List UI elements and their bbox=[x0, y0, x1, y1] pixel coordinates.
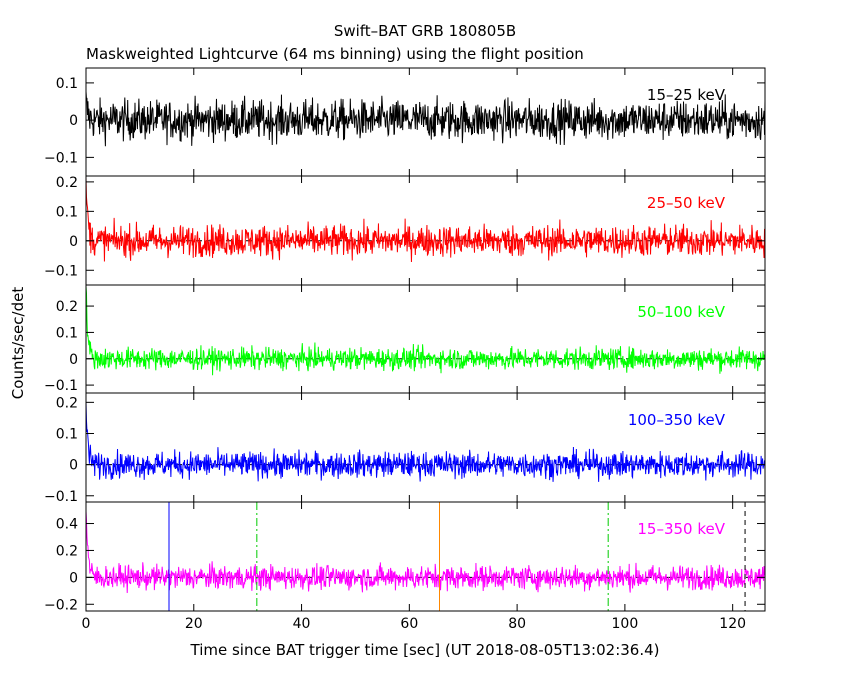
x-tick-label: 60 bbox=[400, 616, 418, 632]
x-tick-labels: 0 20 40 60 80 100 120 bbox=[82, 616, 746, 632]
band-label: 25–50 keV bbox=[647, 194, 726, 212]
panel-5: −0.2 0 0.2 0.4 15–350 keV bbox=[44, 501, 766, 613]
band-label: 100–350 keV bbox=[628, 411, 726, 429]
band-label: 50–100 keV bbox=[637, 303, 725, 321]
y-tick-label: 0.2 bbox=[56, 299, 78, 315]
y-tick-label: 0 bbox=[69, 352, 78, 368]
chart-panels: −0.100.115–25 keV−0.100.10.225–50 keV−0.… bbox=[44, 67, 766, 613]
x-axis-label: Time since BAT trigger time [sec] (UT 20… bbox=[190, 641, 660, 659]
y-tick-label: 0.2 bbox=[56, 543, 78, 559]
x-tick-label: 0 bbox=[82, 616, 91, 632]
y-tick-label: 0 bbox=[69, 458, 78, 474]
series-line bbox=[85, 401, 766, 482]
y-tick-label: 0.1 bbox=[56, 325, 78, 341]
panel-3: −0.1 0 0.1 0.2 50–100 keV bbox=[44, 284, 766, 394]
y-tick-label: −0.1 bbox=[44, 263, 78, 279]
x-tick-label: 100 bbox=[612, 616, 639, 632]
series-line bbox=[85, 511, 766, 593]
y-tick-label: −0.1 bbox=[44, 489, 78, 505]
x-tick-label: 40 bbox=[293, 616, 311, 632]
y-tick-label: 0.4 bbox=[56, 517, 78, 533]
band-label: 15–350 keV bbox=[637, 520, 725, 538]
panel-1: −0.1 0 0.1 15–25 keV bbox=[44, 67, 766, 177]
series-line bbox=[85, 177, 766, 263]
series-line bbox=[85, 91, 766, 147]
y-tick-label: 0 bbox=[69, 234, 78, 250]
x-tick-label: 120 bbox=[719, 616, 746, 632]
y-tick-label: 0 bbox=[69, 113, 78, 129]
panel-frame bbox=[85, 284, 766, 394]
y-tick-label: 0.1 bbox=[56, 76, 78, 92]
chart-title: Swift–BAT GRB 180805B bbox=[334, 22, 516, 40]
y-tick-label: −0.1 bbox=[44, 150, 78, 166]
y-tick-label: −0.2 bbox=[44, 597, 78, 613]
y-tick-label: 0.1 bbox=[56, 426, 78, 442]
chart-subtitle: Maskweighted Lightcurve (64 ms binning) … bbox=[86, 45, 584, 63]
band-label: 15–25 keV bbox=[647, 86, 726, 104]
x-tick-label: 20 bbox=[185, 616, 203, 632]
y-tick-label: 0 bbox=[69, 570, 78, 586]
x-tick-label: 80 bbox=[508, 616, 526, 632]
series-line bbox=[85, 286, 766, 376]
y-axis-label: Counts/sec/det bbox=[9, 287, 27, 400]
y-tick-label: 0.2 bbox=[56, 395, 78, 411]
panel-frame bbox=[85, 501, 766, 612]
y-tick-label: −0.1 bbox=[44, 378, 78, 394]
y-tick-label: 0.1 bbox=[56, 204, 78, 220]
y-tick-label: 0.2 bbox=[56, 175, 78, 191]
panel-4: −0.1 0 0.1 0.2 100–350 keV bbox=[44, 392, 766, 505]
panel-frame bbox=[85, 175, 766, 286]
panel-frame bbox=[85, 392, 766, 503]
panel-2: −0.1 0 0.1 0.2 25–50 keV bbox=[44, 175, 766, 286]
